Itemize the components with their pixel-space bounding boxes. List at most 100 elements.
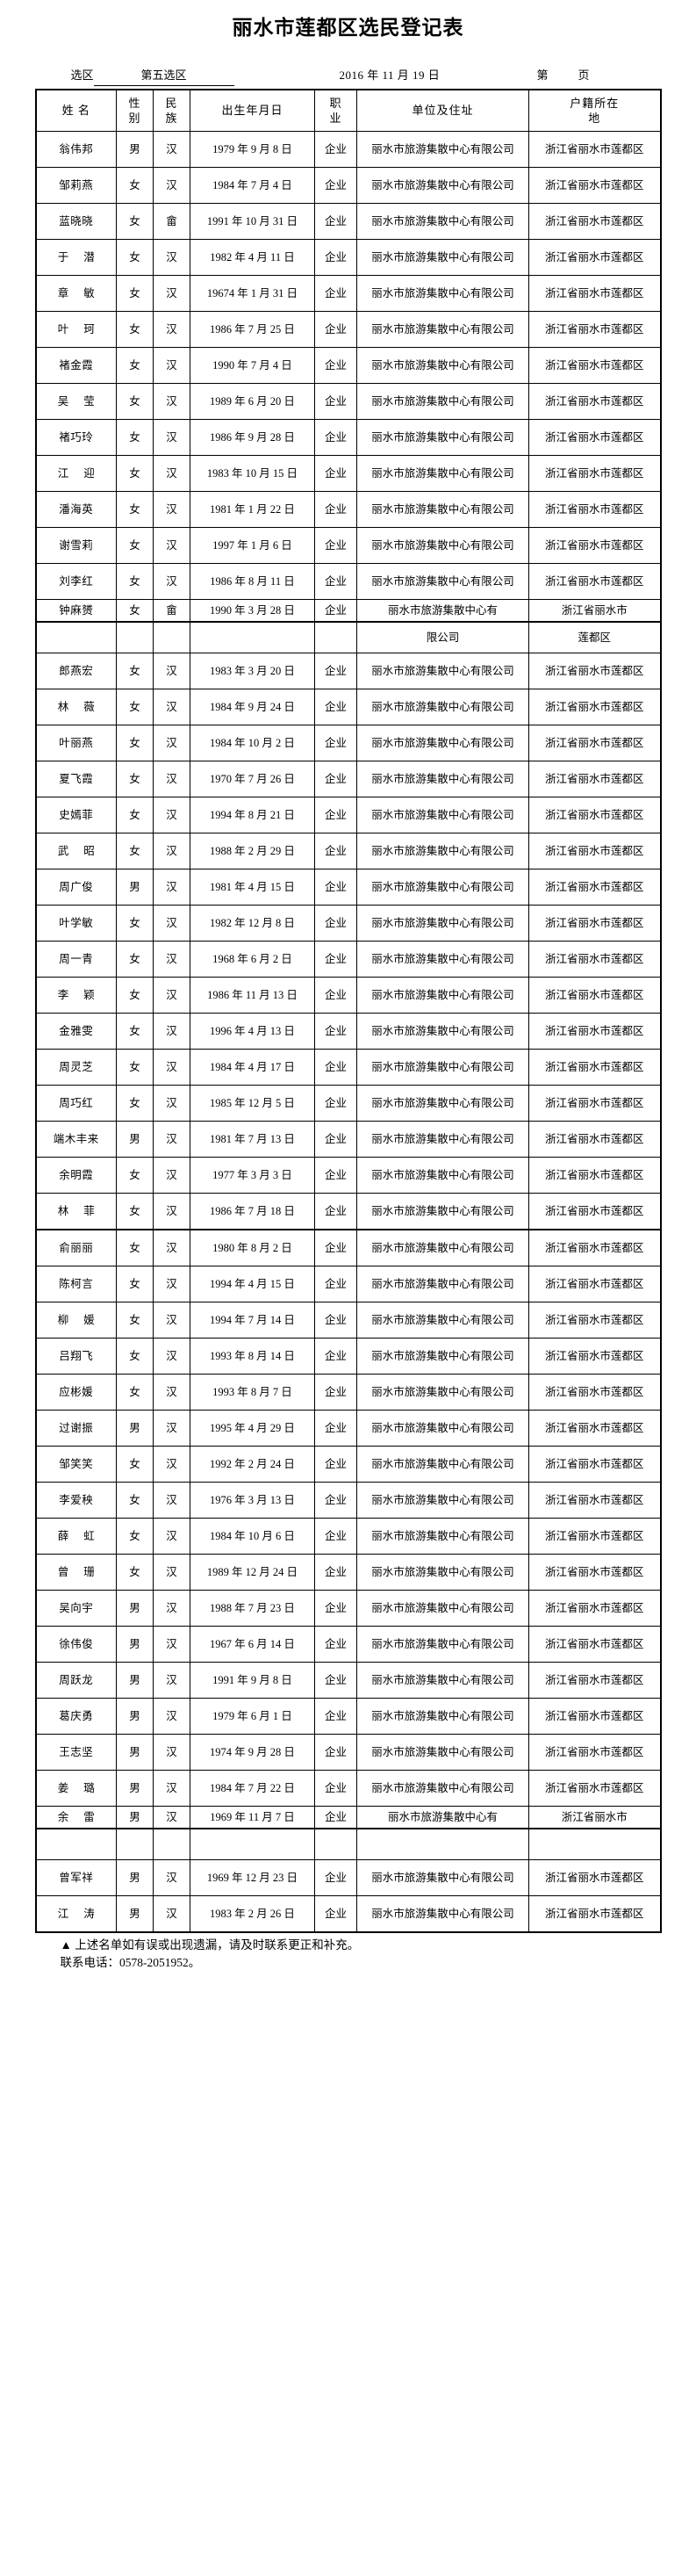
table-row: 章敏女汉 19674 年 1 月 31 日企业 丽水市旅游集散中心有限公司 浙江省丽水… [34, 274, 662, 312]
table-row: 钟麻赟女畲 1990 年 3 月 28 日企业 丽水市旅游集散中心有 浙江省丽水市 [34, 598, 662, 623]
district-value: 第五选区 [93, 66, 234, 86]
cell-sex: 男 [116, 1120, 154, 1158]
table-row: 徐伟俊男汉 1967 年 6 月 14 日企业 丽水市旅游集散中心有限公司 浙江省丽水… [34, 1625, 662, 1663]
table-row: 余雷男汉 1969 年 11 月 7 日企业 丽水市旅游集散中心有 浙江省丽水市 [34, 1805, 662, 1829]
cell-sex: 女 [116, 562, 154, 600]
cell-name: 刘李红 [34, 562, 117, 600]
table-row: 王志坚男汉 1974 年 9 月 28 日企业 丽水市旅游集散中心有限公司 浙江省丽水… [34, 1733, 662, 1771]
column-header-occ: 职业 [314, 88, 357, 132]
cell-residence: 浙江省丽水市莲都区 [528, 1337, 662, 1375]
cell-birth: 1977 年 3 月 3 日 [190, 1156, 315, 1194]
cell-birth: 1979 年 9 月 8 日 [190, 130, 315, 168]
cell-residence: 浙江省丽水市莲都区 [528, 202, 662, 240]
cell-occupation: 企业 [314, 166, 357, 204]
cell-occupation: 企业 [314, 562, 357, 600]
cell-name: 邹莉燕 [34, 166, 117, 204]
cell-residence: 浙江省丽水市莲都区 [528, 130, 662, 168]
table-row: 曾军祥男汉 1969 年 12 月 23 日企业 丽水市旅游集散中心有限公司 浙江省丽… [34, 1858, 662, 1896]
cell-birth: 1994 年 4 月 15 日 [190, 1265, 315, 1302]
cell-sex: 女 [116, 688, 154, 725]
column-header-name: 姓 名 [34, 88, 117, 132]
cell-ethnic: 汉 [153, 1661, 190, 1699]
cell-unit-address: 丽水市旅游集散中心有限公司 [356, 1409, 529, 1447]
cell-residence: 浙江省丽水市莲都区 [528, 1192, 662, 1230]
spill-birth [190, 1827, 315, 1860]
cell-residence: 浙江省丽水市莲都区 [528, 724, 662, 761]
cell-sex: 女 [116, 1012, 154, 1050]
cell-ethnic: 汉 [153, 1120, 190, 1158]
column-header-unit: 单位及住址 [356, 88, 529, 132]
cell-residence: 浙江省丽水市莲都区 [528, 562, 662, 600]
cell-ethnic: 汉 [153, 1589, 190, 1627]
cell-birth: 1994 年 8 月 21 日 [190, 796, 315, 833]
cell-ethnic: 汉 [153, 490, 190, 528]
cell-sex: 女 [116, 526, 154, 564]
cell-ethnic: 汉 [153, 1084, 190, 1122]
cell-unit-address: 丽水市旅游集散中心有限公司 [356, 1301, 529, 1339]
cell-unit-address: 丽水市旅游集散中心有限公司 [356, 832, 529, 869]
page-label-suffix: 页 [578, 68, 590, 82]
district-label: 选区 [70, 68, 94, 82]
spill-ethnic [153, 1827, 190, 1860]
cell-occupation: 企业 [314, 1012, 357, 1050]
cell-occupation: 企业 [314, 1301, 357, 1339]
cell-sex: 女 [116, 832, 154, 869]
cell-birth: 1984 年 7 月 22 日 [190, 1769, 315, 1807]
cell-unit-address: 丽水市旅游集散中心有限公司 [356, 976, 529, 1014]
cell-sex: 女 [116, 238, 154, 276]
table-row: 李爱秧女汉 1976 年 3 月 13 日企业 丽水市旅游集散中心有限公司 浙江省丽水… [34, 1481, 662, 1519]
cell-residence: 浙江省丽水市莲都区 [528, 976, 662, 1014]
cell-residence: 浙江省丽水市莲都区 [528, 1894, 662, 1933]
cell-birth: 1989 年 6 月 20 日 [190, 382, 315, 420]
cell-birth: 1997 年 1 月 6 日 [190, 526, 315, 564]
cell-sex: 女 [116, 652, 154, 689]
cell-occupation: 企业 [314, 1697, 357, 1735]
cell-sex: 男 [116, 868, 154, 906]
cell-unit-address: 丽水市旅游集散中心有限公司 [356, 166, 529, 204]
cell-name: 周一青 [34, 940, 117, 978]
cell-birth: 1995 年 4 月 29 日 [190, 1409, 315, 1447]
cell-residence: 浙江省丽水市莲都区 [528, 1409, 662, 1447]
cell-sex: 女 [116, 976, 154, 1014]
cell-birth: 1990 年 7 月 4 日 [190, 346, 315, 384]
cell-occupation: 企业 [314, 238, 357, 276]
page-number-field: 第页 [537, 66, 590, 85]
cell-unit-address: 丽水市旅游集散中心有限公司 [356, 1373, 529, 1411]
cell-ethnic: 汉 [153, 1192, 190, 1230]
cell-birth: 1985 年 12 月 5 日 [190, 1084, 315, 1122]
cell-ethnic: 汉 [153, 1301, 190, 1339]
table-row: 潘海英女汉 1981 年 1 月 22 日企业 丽水市旅游集散中心有限公司 浙江省丽水… [34, 490, 662, 528]
cell-ethnic: 汉 [153, 418, 190, 456]
cell-unit-address: 丽水市旅游集散中心有限公司 [356, 238, 529, 276]
cell-occupation: 企业 [314, 724, 357, 761]
table-row: 叶珂女汉 1986 年 7 月 25 日企业 丽水市旅游集散中心有限公司 浙江省丽水市… [34, 310, 662, 348]
cell-name: 曾军祥 [34, 1858, 117, 1896]
cell-ethnic: 汉 [153, 904, 190, 942]
cell-unit-address: 丽水市旅游集散中心有限公司 [356, 940, 529, 978]
cell-ethnic: 汉 [153, 1048, 190, 1086]
cell-unit-address: 丽水市旅游集散中心有限公司 [356, 418, 529, 456]
column-header-sex: 性别 [116, 88, 154, 132]
cell-occupation: 企业 [314, 598, 357, 623]
cell-sex: 男 [116, 1894, 154, 1933]
cell-sex: 女 [116, 796, 154, 833]
cell-birth: 1984 年 10 月 2 日 [190, 724, 315, 761]
cell-residence: 浙江省丽水市莲都区 [528, 1517, 662, 1555]
spill-birth [190, 620, 315, 653]
cell-unit-address: 丽水市旅游集散中心有限公司 [356, 760, 529, 797]
cell-birth: 1982 年 4 月 11 日 [190, 238, 315, 276]
cell-ethnic: 畲 [153, 202, 190, 240]
table-row: 应彬媛女汉 1993 年 8 月 7 日企业 丽水市旅游集散中心有限公司 浙江省丽水市… [34, 1373, 662, 1411]
cell-unit-address: 丽水市旅游集散中心有限公司 [356, 202, 529, 240]
cell-name: 叶珂 [34, 310, 117, 348]
cell-occupation: 企业 [314, 418, 357, 456]
cell-residence: 浙江省丽水市 [528, 598, 662, 623]
cell-name: 史嫣菲 [34, 796, 117, 833]
cell-residence: 浙江省丽水市莲都区 [528, 274, 662, 312]
cell-unit-address: 丽水市旅游集散中心有限公司 [356, 526, 529, 564]
cell-name: 钟麻赟 [34, 598, 117, 623]
cell-name: 端木丰来 [34, 1120, 117, 1158]
cell-residence: 浙江省丽水市 [528, 1805, 662, 1829]
table-row: 周一青女汉 1968 年 6 月 2 日企业 丽水市旅游集散中心有限公司 浙江省丽水市… [34, 940, 662, 978]
